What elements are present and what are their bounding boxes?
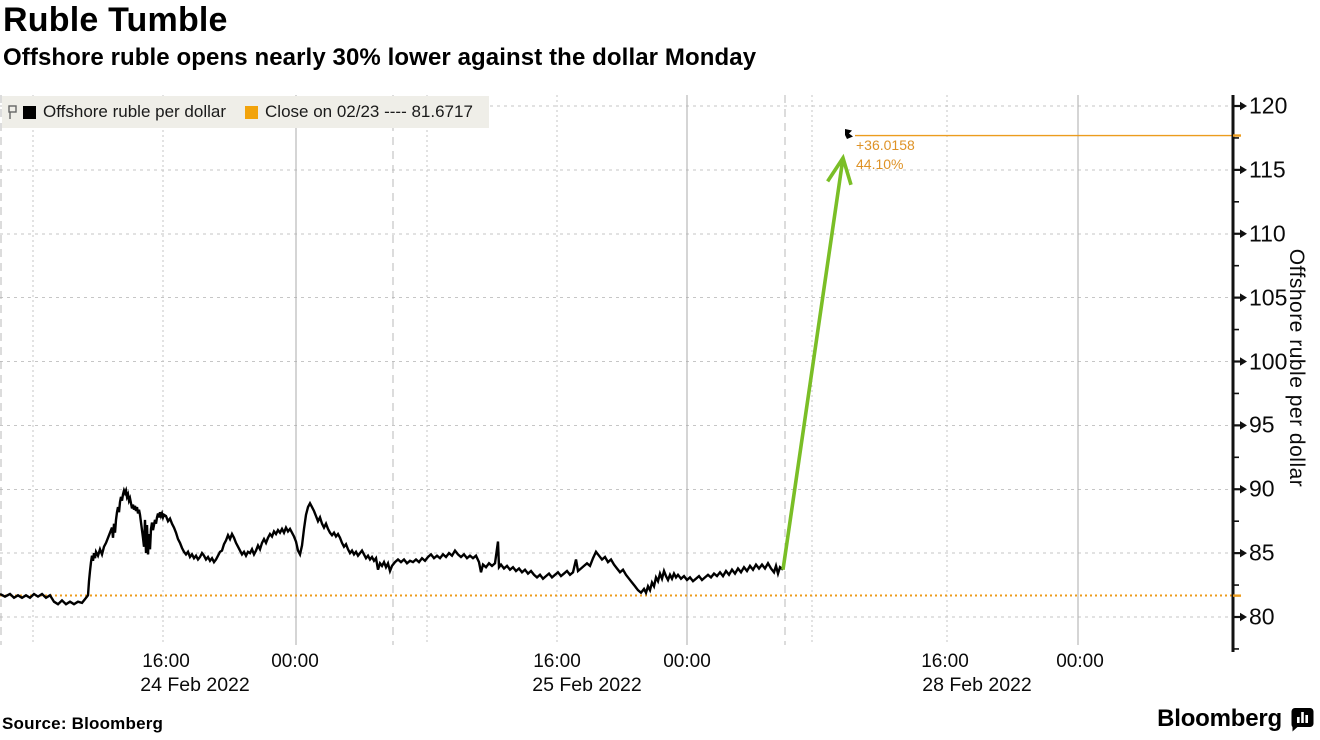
- y-axis-tick-label: 95: [1249, 411, 1275, 438]
- y-axis-tick-label: 120: [1249, 92, 1288, 119]
- y-major-tick-arrow: [1240, 421, 1247, 430]
- y-axis-tick-label: 90: [1249, 475, 1275, 502]
- surge-change-absolute: +36.0158: [856, 137, 915, 153]
- chart-legend: Offshore ruble per dollar Close on 02/23…: [2, 96, 489, 128]
- surge-annotation: +36.0158 44.10%: [856, 136, 915, 174]
- y-major-tick-arrow: [1240, 101, 1247, 111]
- bloomberg-wordmark: Bloomberg: [1157, 705, 1315, 733]
- x-axis-date-label: 25 Feb 2022: [532, 674, 642, 696]
- legend-label-close: Close on 02/23 ---- 81.6717: [265, 102, 473, 121]
- y-major-tick-arrow: [1240, 293, 1247, 302]
- y-major-tick-arrow: [1240, 165, 1247, 175]
- y-axis-title: Offshore ruble per dollar: [1285, 248, 1308, 488]
- y-axis-tick-label: 100: [1249, 348, 1288, 374]
- x-axis-time-label: 00:00: [1056, 651, 1104, 672]
- x-axis-time-label: 16:00: [533, 651, 581, 672]
- bloomberg-logo-text: Bloomberg: [1157, 705, 1282, 732]
- y-axis-tick-label: 105: [1249, 284, 1288, 311]
- y-major-tick-arrow: [1240, 229, 1247, 238]
- surge-arrowhead: [826, 153, 853, 186]
- x-axis-date-label: 24 Feb 2022: [140, 674, 250, 696]
- annotation-flag-icon: [8, 105, 17, 119]
- y-major-tick-arrow: [1240, 485, 1247, 494]
- last-trade-marker: [845, 129, 853, 139]
- y-major-tick-arrow: [1240, 612, 1247, 622]
- legend-label-ruble: Offshore ruble per dollar: [43, 102, 227, 121]
- y-major-tick-arrow: [1240, 357, 1247, 366]
- x-axis-date-label: 28 Feb 2022: [922, 674, 1032, 696]
- source-credit: Source: Bloomberg: [2, 714, 164, 733]
- y-major-tick-arrow: [1240, 548, 1247, 558]
- x-axis-time-label: 16:00: [921, 651, 969, 672]
- x-axis-time-label: 16:00: [142, 651, 190, 672]
- price-line-series: [0, 485, 784, 606]
- page-title: Ruble Tumble: [3, 1, 228, 39]
- bloomberg-terminal-icon: [1291, 708, 1314, 732]
- y-axis-tick-label: 110: [1249, 220, 1286, 247]
- x-axis-time-label: 00:00: [663, 651, 711, 672]
- surge-change-percent: 44.10%: [856, 156, 904, 172]
- y-axis-tick-label: 115: [1249, 156, 1286, 183]
- y-axis-tick-label: 85: [1249, 539, 1275, 566]
- page-subtitle: Offshore ruble opens nearly 30% lower ag…: [3, 44, 757, 71]
- y-axis-tick-label: 80: [1249, 603, 1275, 630]
- series-swatch-close: [245, 105, 259, 119]
- series-swatch-ruble: [23, 105, 36, 119]
- surge-arrow: [781, 157, 845, 570]
- x-axis-time-label: 00:00: [271, 651, 319, 672]
